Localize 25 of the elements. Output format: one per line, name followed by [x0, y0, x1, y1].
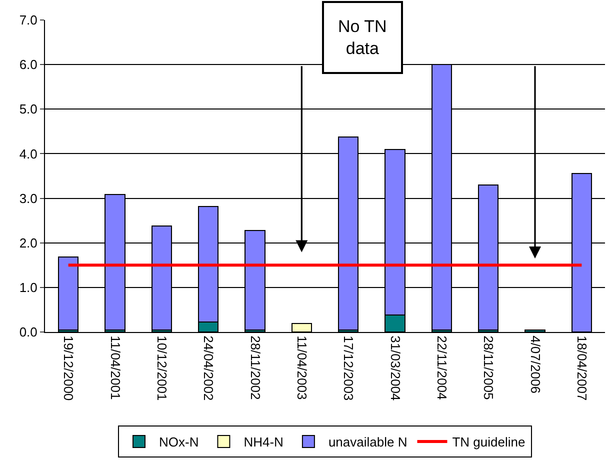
x-tick-label: 22/11/2004	[434, 336, 450, 400]
y-tick-label: 4.0	[19, 146, 38, 162]
legend-label: NH4-N	[244, 434, 284, 450]
y-tick-label: 5.0	[19, 102, 38, 117]
x-tick-label: 11/04/2001	[108, 336, 123, 400]
annotation: No TN data	[338, 17, 387, 58]
y-tick-label: 7.0	[19, 12, 38, 28]
x-tick-label: 31/03/2004	[388, 336, 403, 401]
legend-label: TN guideline	[452, 434, 526, 450]
y-tick-label: 3.0	[19, 190, 38, 206]
legend-label: NOx-N	[159, 434, 199, 450]
x-tick-label: 18/04/2007	[574, 336, 590, 401]
y-tick-label: 1.0	[19, 280, 38, 295]
y-tick-label: 0.0	[19, 324, 38, 340]
x-tick-label: 17/12/2003	[341, 336, 356, 401]
x-tick-label: 19/12/2000	[61, 336, 76, 401]
x-tick-label: 11/04/2003	[294, 336, 310, 400]
x-tick-label: 28/11/2005	[481, 336, 496, 400]
y-tick-label: 6.0	[19, 57, 38, 72]
x-tick-label: 4/07/2006	[528, 336, 543, 394]
x-tick-label: 10/12/2001	[154, 336, 170, 401]
x-tick-label: 24/04/2002	[201, 336, 216, 401]
y-tick-label: 2.0	[19, 235, 38, 250]
x-tick-label: 28/11/2002	[248, 336, 263, 400]
legend-label: unavailable N	[328, 434, 408, 450]
